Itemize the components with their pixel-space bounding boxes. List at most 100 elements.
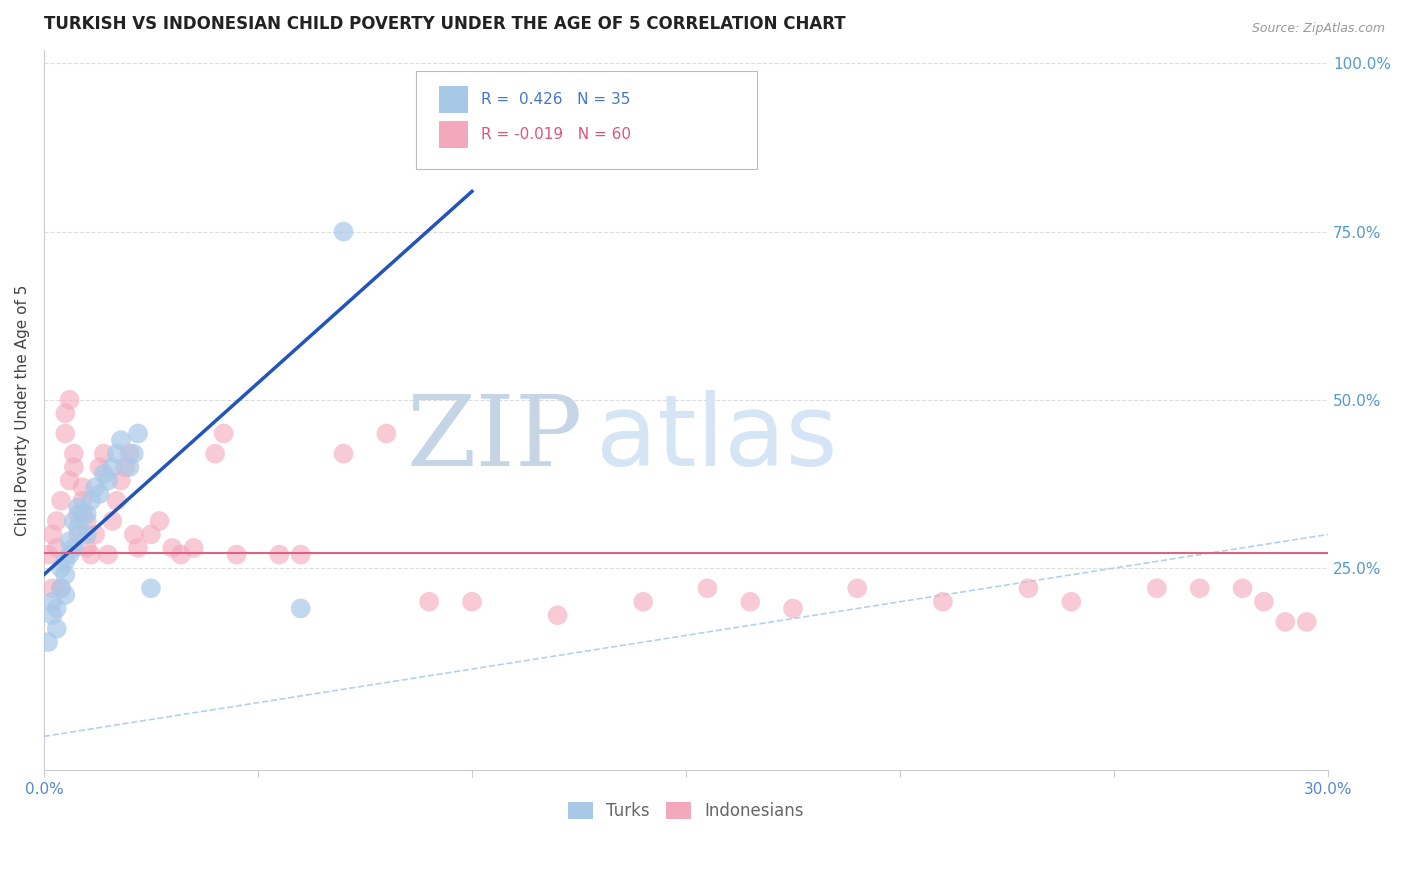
Point [76,508,98,522]
Point [93,447,115,461]
Point [101,460,124,475]
Point [84,480,107,494]
Point [49,582,72,596]
Text: atlas: atlas [596,390,838,487]
Point [631,595,654,609]
Point [1060,595,1083,609]
Point [72,493,94,508]
Point [49,582,72,596]
Point [110,434,132,448]
Point [932,595,955,609]
Point [53,426,76,441]
Point [290,601,312,615]
Point [67,527,90,541]
Point [139,582,162,596]
Point [418,595,440,609]
Point [162,541,184,555]
Point [72,508,94,522]
Point [45,601,67,615]
Point [269,548,291,562]
Point [58,392,80,407]
Point [1188,582,1211,596]
Point [696,582,718,596]
Text: Source: ZipAtlas.com: Source: ZipAtlas.com [1251,22,1385,36]
Point [41,582,63,596]
Point [89,487,111,501]
Point [80,493,103,508]
Point [114,460,136,475]
Point [67,508,90,522]
Text: R = -0.019   N = 60: R = -0.019 N = 60 [481,128,630,143]
Point [332,225,354,239]
Point [782,601,804,615]
Point [503,103,526,118]
Point [63,514,86,528]
Point [139,527,162,541]
Point [740,595,762,609]
Point [84,527,107,541]
Point [67,521,90,535]
Point [76,541,98,555]
Point [846,582,869,596]
Point [53,588,76,602]
Point [97,548,120,562]
Point [53,406,76,420]
Point [105,447,128,461]
Point [1274,615,1296,629]
Point [118,447,141,461]
Point [375,426,398,441]
Point [37,548,59,562]
Point [93,467,115,481]
Point [53,567,76,582]
Point [122,447,145,461]
FancyBboxPatch shape [440,121,468,148]
Point [45,622,67,636]
Point [547,103,569,118]
Point [118,460,141,475]
Legend: Turks, Indonesians: Turks, Indonesians [561,795,811,827]
Point [110,474,132,488]
Point [41,595,63,609]
Point [127,426,149,441]
Point [212,426,235,441]
Point [101,514,124,528]
Point [53,554,76,568]
Point [76,527,98,541]
Point [45,514,67,528]
Point [41,608,63,623]
Point [461,595,484,609]
Point [49,561,72,575]
Point [225,548,247,562]
Point [105,493,128,508]
Point [332,447,354,461]
Point [58,474,80,488]
Point [63,541,86,555]
FancyBboxPatch shape [416,71,756,169]
Point [547,608,569,623]
Point [127,541,149,555]
Point [89,460,111,475]
Point [1146,582,1168,596]
Point [170,548,193,562]
Point [80,548,103,562]
Point [148,514,170,528]
Point [63,460,86,475]
Point [290,548,312,562]
Y-axis label: Child Poverty Under the Age of 5: Child Poverty Under the Age of 5 [15,285,30,535]
Point [1295,615,1317,629]
Point [97,474,120,488]
Point [1232,582,1254,596]
Point [183,541,205,555]
Point [37,635,59,649]
Point [72,480,94,494]
Point [122,527,145,541]
Point [76,514,98,528]
Text: R =  0.426   N = 35: R = 0.426 N = 35 [481,92,630,107]
Point [58,548,80,562]
Point [63,447,86,461]
Point [1017,582,1039,596]
Point [58,534,80,549]
Point [1253,595,1275,609]
Point [49,493,72,508]
Text: ZIP: ZIP [406,391,583,487]
